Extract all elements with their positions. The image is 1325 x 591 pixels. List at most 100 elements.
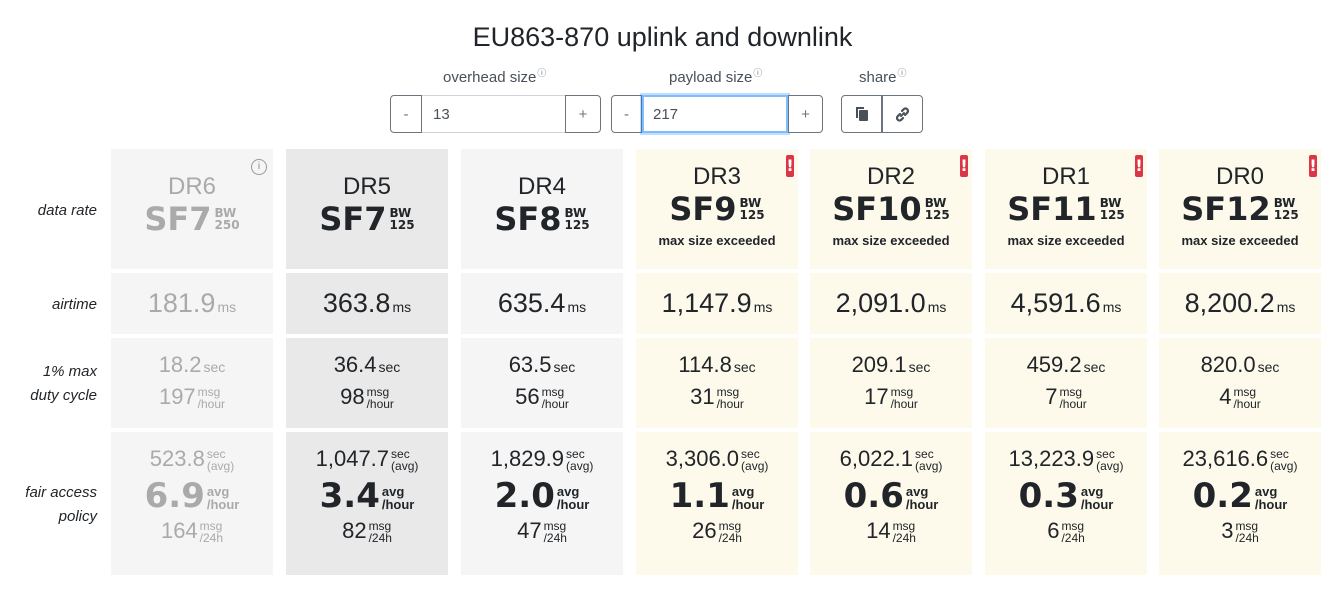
duty-sec-unit: sec xyxy=(203,359,226,375)
airtime-cell: 4,591.6 ms xyxy=(985,273,1147,334)
sf-text: SF7 xyxy=(319,200,387,238)
fair-msg-unit-bottom: /24h xyxy=(1061,531,1085,545)
rate-cell: DR3 SF9 BW 125 max size exceeded! xyxy=(636,149,798,269)
payload-decrement-button[interactable]: - xyxy=(611,95,642,133)
fair-msg-unit-bottom: /24h xyxy=(199,531,224,545)
fair-avg: 6.9 avg/hour xyxy=(111,478,273,514)
fair-avg-group: 6.9 avg/hour xyxy=(145,478,240,514)
fair-sec-unit: sec (avg) xyxy=(207,448,234,472)
duty-cell: 209.1 sec 17 msg/hour xyxy=(810,338,972,428)
payload-input[interactable] xyxy=(642,95,788,133)
fair-msg-group: 3 msg/24h xyxy=(1221,518,1259,544)
bw-label: BW xyxy=(1273,196,1296,210)
share-label: shareⓘ xyxy=(859,68,907,86)
airtime-value: 363.8 ms xyxy=(286,288,448,318)
overhead-increment-button[interactable]: + xyxy=(565,95,601,133)
airtime-number: 181.9 xyxy=(147,288,216,318)
fair-sec-number: 523.8 xyxy=(149,446,205,471)
copy-icon xyxy=(855,107,868,121)
fair-messages: 14 msg/24h xyxy=(810,518,972,544)
fair-msg-unit-bottom: /24h xyxy=(543,531,567,545)
duty-msg-unit-top: msg xyxy=(890,385,914,399)
fair-sec-group: 3,306.0 sec (avg) xyxy=(666,446,769,472)
duty-msg-unit-top: msg xyxy=(1059,385,1083,399)
duty-seconds: 63.5 sec xyxy=(461,352,623,378)
sf-text: SF11 xyxy=(1007,190,1097,228)
fair-avg-unit: avg/hour xyxy=(732,485,765,511)
overhead-input[interactable] xyxy=(422,95,565,133)
duty-msg-group: 7 msg/hour xyxy=(1045,384,1087,410)
duty-msg-group: 31 msg/hour xyxy=(690,384,744,410)
duty-seconds: 114.8 sec xyxy=(636,352,798,378)
fair-cell: 3,306.0 sec (avg) 1.1 avg/hour 26 msg/24h xyxy=(636,432,798,575)
duty-seconds: 459.2 sec xyxy=(985,352,1147,378)
fair-avg-unit: avg/hour xyxy=(906,485,939,511)
fair-sec-group: 523.8 sec (avg) xyxy=(150,446,234,472)
payload-increment-button[interactable]: + xyxy=(788,95,823,133)
duty-sec-unit: sec xyxy=(733,359,756,375)
fair-sec-unit: sec (avg) xyxy=(1270,448,1297,472)
airtime-value: 4,591.6 ms xyxy=(985,288,1147,318)
fair-msg-unit-top: msg xyxy=(1235,519,1259,533)
duty-seconds: 820.0 sec xyxy=(1159,352,1321,378)
bw-label: BW xyxy=(389,206,412,220)
sf-value: SF7 BW 125 xyxy=(319,203,414,235)
duty-msg-unit-bottom: /hour xyxy=(366,397,394,411)
link-button[interactable] xyxy=(882,95,923,133)
duty-sec-number: 820.0 xyxy=(1200,352,1256,377)
fair-sec-unit-bottom: (avg) xyxy=(1096,459,1124,473)
info-icon[interactable]: ⓘ xyxy=(753,68,763,78)
copy-button[interactable] xyxy=(841,95,882,133)
fair-sec-number: 23,616.6 xyxy=(1182,446,1269,471)
duty-msg-group: 17 msg/hour xyxy=(864,384,918,410)
airtime-value: 2,091.0 ms xyxy=(810,288,972,318)
fair-seconds: 23,616.6 sec (avg) xyxy=(1159,446,1321,472)
rate-cell: DR2 SF10 BW 125 max size exceeded! xyxy=(810,149,972,269)
overhead-decrement-button[interactable]: - xyxy=(390,95,422,133)
fair-sec-group: 6,022.1 sec (avg) xyxy=(840,446,943,472)
fair-cell: 23,616.6 sec (avg) 0.2 avg/hour 3 msg/24h xyxy=(1159,432,1321,575)
airtime-unit: ms xyxy=(1276,299,1296,315)
airtime-cell: 1,147.9 ms xyxy=(636,273,798,334)
fair-avg-unit-top: avg xyxy=(1254,484,1278,499)
fair-sec-unit: sec (avg) xyxy=(391,448,418,472)
duty-sec-unit: sec xyxy=(1083,359,1106,375)
bw-label: BW xyxy=(924,196,947,210)
fair-avg-unit-top: avg xyxy=(206,484,230,499)
sf-text: SF7 xyxy=(144,200,212,238)
duty-msg-number: 56 xyxy=(515,384,540,409)
fair-cell: 1,829.9 sec (avg) 2.0 avg/hour 47 msg/24h xyxy=(461,432,623,575)
fair-sec-unit-top: sec xyxy=(1270,447,1289,461)
fair-avg-unit-top: avg xyxy=(1080,484,1104,499)
dr-label: DR6 xyxy=(167,173,216,200)
fair-msg-unit: msg/24h xyxy=(200,520,223,544)
spreading-factor: SF11 BW 125 xyxy=(985,193,1147,225)
overhead-label: overhead sizeⓘ xyxy=(443,68,547,86)
airtime-number: 2,091.0 xyxy=(835,288,926,318)
fair-avg-number: 0.6 xyxy=(843,476,904,516)
fair-msg-number: 26 xyxy=(692,518,717,543)
sf-text: SF9 xyxy=(669,190,737,228)
bw-value: 125 xyxy=(739,208,765,222)
fair-avg: 3.4 avg/hour xyxy=(286,478,448,514)
bw-label: BW xyxy=(564,206,587,220)
duty-cell: 18.2 sec 197 msg/hour xyxy=(111,338,273,428)
bw-value: 125 xyxy=(564,218,590,232)
duty-sec-number: 209.1 xyxy=(851,352,907,377)
share-group xyxy=(841,95,923,133)
fair-msg-unit: msg/24h xyxy=(369,520,392,544)
dr-label: DR0 xyxy=(1215,163,1264,190)
airtime-number: 4,591.6 xyxy=(1010,288,1101,318)
fair-seconds: 13,223.9 sec (avg) xyxy=(985,446,1147,472)
fair-msg-unit-top: msg xyxy=(892,519,916,533)
info-icon[interactable]: ⓘ xyxy=(897,68,907,78)
fair-msg-unit-bottom: /24h xyxy=(892,531,916,545)
fair-seconds: 1,829.9 sec (avg) xyxy=(461,446,623,472)
fair-sec-number: 6,022.1 xyxy=(839,446,914,471)
info-icon[interactable]: ⓘ xyxy=(537,68,547,78)
info-icon[interactable]: i xyxy=(251,159,267,175)
duty-msg-unit-bottom: /hour xyxy=(1059,397,1087,411)
duty-msg-group: 98 msg/hour xyxy=(340,384,394,410)
max-size-exceeded-text: max size exceeded xyxy=(1181,233,1299,248)
duty-msg-unit-top: msg xyxy=(366,385,390,399)
